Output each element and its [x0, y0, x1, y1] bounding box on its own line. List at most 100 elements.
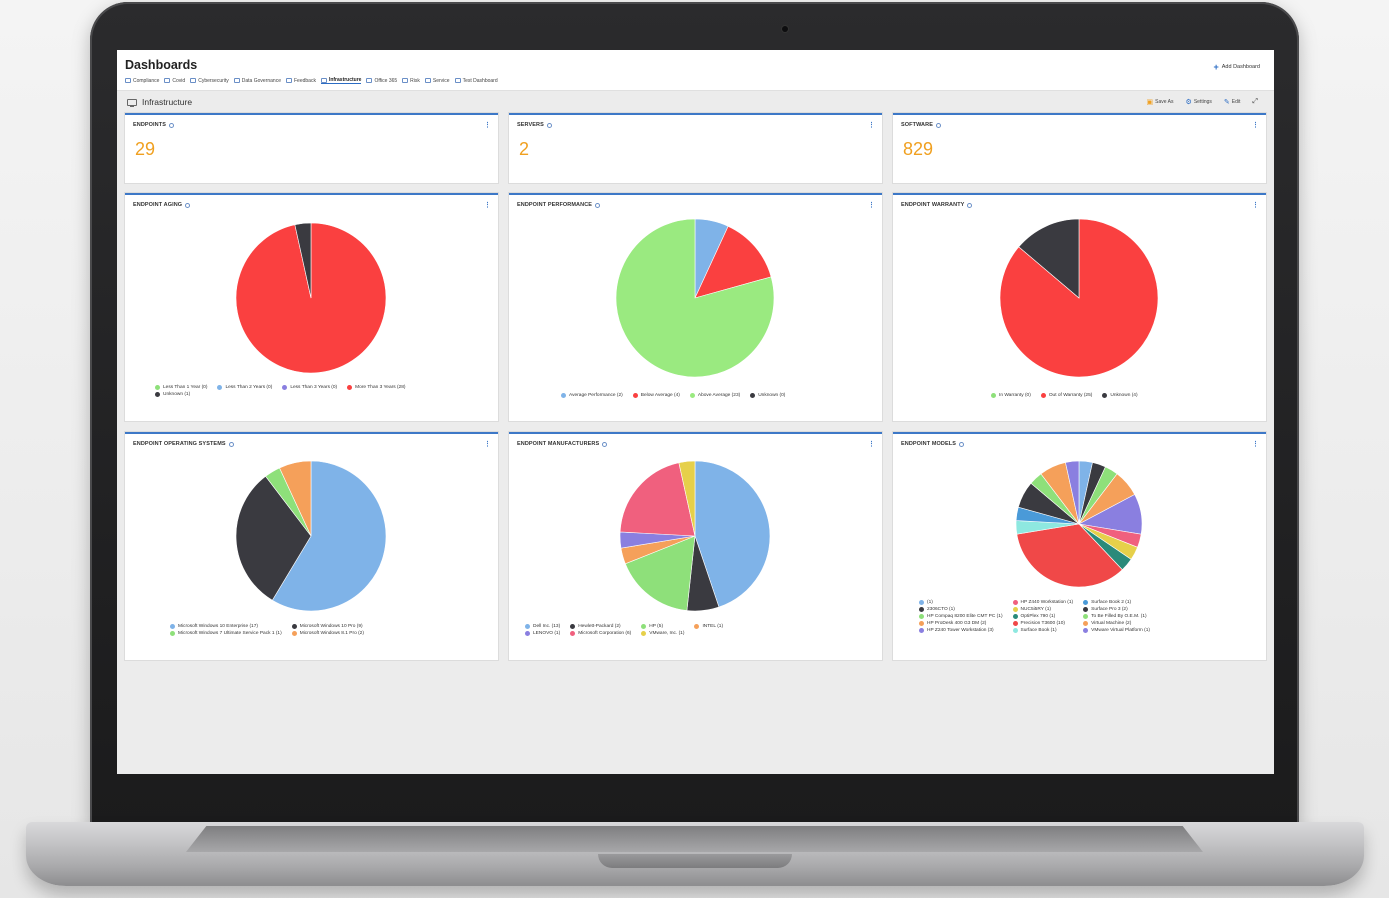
- save-as-button[interactable]: ▣ Save As: [1147, 98, 1174, 106]
- chart-card-endpoint-manufacturers: ENDPOINT MANUFACTURERS ⋮ Dell Inc. (13) Hew…: [509, 432, 882, 660]
- gear-icon: ⚙: [1185, 99, 1192, 106]
- legend-item[interactable]: Less Than 2 Years (0): [217, 385, 272, 390]
- legend-item[interactable]: OptiPlex 790 (1): [1012, 614, 1074, 619]
- legend-item[interactable]: To Be Filled By O.E.M. (1): [1083, 614, 1150, 619]
- legend-item[interactable]: Surface Pro 3 (2): [1083, 607, 1150, 612]
- tab-risk[interactable]: Risk: [402, 77, 420, 84]
- legend-item[interactable]: Microsoft Windows 10 Pro (9): [291, 624, 364, 629]
- legend-item[interactable]: Microsoft Corporation (6): [570, 631, 631, 636]
- legend-item[interactable]: Microsoft Windows 8.1 Pro (2): [291, 631, 364, 636]
- legend-item[interactable]: HP Z440 Workstation (1): [1012, 600, 1073, 605]
- tab-cybersecurity[interactable]: Cybersecurity: [190, 77, 229, 84]
- more-icon[interactable]: ⋮: [484, 441, 491, 448]
- tab-infrastructure[interactable]: Infrastructure: [320, 77, 362, 84]
- tab-service[interactable]: Service: [424, 77, 450, 84]
- legend-item[interactable]: Surface Book (1): [1012, 628, 1074, 633]
- tab-icon: [424, 78, 431, 83]
- legend-label: Less Than 1 Year (0): [163, 385, 208, 390]
- more-icon[interactable]: ⋮: [1252, 441, 1259, 448]
- legend-item[interactable]: (1): [919, 600, 1003, 605]
- more-icon[interactable]: ⋮: [868, 441, 875, 448]
- more-icon[interactable]: ⋮: [484, 202, 491, 209]
- legend-item[interactable]: Microsoft Windows 10 Enterprise (17): [170, 624, 282, 629]
- legend-swatch: [1012, 607, 1018, 612]
- chart-legend: Less Than 1 Year (0) Less Than 2 Years (0…: [155, 385, 405, 397]
- legend-item[interactable]: Dell Inc. (13): [525, 624, 560, 629]
- more-icon[interactable]: ⋮: [868, 202, 875, 209]
- settings-button[interactable]: ⚙ Settings: [1186, 98, 1212, 106]
- tab-data-governance[interactable]: Data Governance: [233, 77, 281, 84]
- tab-compliance[interactable]: Compliance: [125, 77, 159, 84]
- pie-slice[interactable]: [279, 460, 312, 537]
- legend-swatch: [641, 631, 647, 636]
- legend-item[interactable]: VMware Virtual Platform (1): [1083, 628, 1150, 633]
- pie-slice[interactable]: [624, 535, 696, 611]
- legend-swatch: [919, 628, 924, 633]
- pie-slice[interactable]: [1016, 523, 1123, 588]
- tab-label: Cybersecurity: [198, 77, 229, 84]
- page-title: Infrastructure: [127, 97, 192, 107]
- tab-feedback[interactable]: Feedback: [285, 77, 316, 84]
- expand-button[interactable]: ⤢: [1252, 98, 1258, 106]
- legend-item[interactable]: Less Than 3 Years (0): [282, 385, 337, 390]
- legend-item[interactable]: INTEL (1): [694, 624, 723, 629]
- legend-item[interactable]: LENOVO (1): [525, 631, 560, 636]
- add-dashboard-button[interactable]: + Add Dashboard: [1214, 62, 1261, 72]
- legend-item[interactable]: 2306CTO (1): [919, 607, 1003, 612]
- legend-item[interactable]: Precision T3600 (10): [1012, 621, 1074, 626]
- tab-label: Office 365: [374, 77, 398, 84]
- legend-swatch: [291, 631, 297, 636]
- legend-item[interactable]: Microsoft Windows 7 Ultimate Service Pac…: [170, 631, 282, 636]
- tab-label: Risk: [410, 77, 420, 84]
- expand-icon: ⤢: [1252, 98, 1258, 105]
- pie-slice[interactable]: [1065, 460, 1080, 525]
- more-icon[interactable]: ⋮: [868, 122, 875, 129]
- info-icon: [602, 441, 608, 447]
- legend-label: LENOVO (1): [533, 631, 561, 636]
- edit-button[interactable]: ✎ Edit: [1224, 98, 1241, 106]
- legend-item[interactable]: Average Performance (2): [561, 393, 623, 398]
- pencil-icon: ✎: [1223, 99, 1230, 106]
- legend-label: Unknown (0): [758, 393, 786, 398]
- legend-item[interactable]: In Warranty (0): [991, 393, 1031, 398]
- pie-chart: [619, 460, 771, 612]
- legend-label: To Be Filled By O.E.M. (1): [1091, 614, 1147, 619]
- legend-item[interactable]: Surface Book 2 (1): [1083, 600, 1150, 605]
- legend-item[interactable]: Unknown (4): [1102, 393, 1138, 398]
- pie-slice[interactable]: [678, 460, 696, 537]
- pie-slice[interactable]: [1018, 218, 1080, 299]
- info-icon: [169, 122, 174, 128]
- metric-value: 829: [903, 139, 934, 159]
- chart-card-endpoint-operating-systems: ENDPOINT OPERATING SYSTEMS ⋮ Microsoft Win…: [125, 432, 498, 660]
- legend-item[interactable]: More Than 3 Years (28): [347, 385, 405, 390]
- legend-item[interactable]: Unknown (0): [750, 393, 785, 398]
- legend-item[interactable]: Virtual Machine (2): [1083, 621, 1150, 626]
- legend-item[interactable]: HP (5): [641, 624, 684, 629]
- more-icon[interactable]: ⋮: [1252, 202, 1259, 209]
- tab-office-365[interactable]: Office 365: [366, 77, 397, 84]
- legend-item[interactable]: Above Average (23): [689, 393, 740, 398]
- more-icon[interactable]: ⋮: [1252, 122, 1259, 129]
- pie-slice[interactable]: [615, 218, 775, 378]
- tab-covid[interactable]: Covid: [164, 77, 185, 84]
- legend-item[interactable]: HP ProDesk 400 G3 DM (2): [919, 621, 1003, 626]
- pie-slice[interactable]: [694, 460, 771, 608]
- pie-slice[interactable]: [294, 222, 312, 299]
- more-icon[interactable]: ⋮: [484, 122, 491, 129]
- legend-item[interactable]: HP Z240 Tower Workstation (3): [919, 628, 1003, 633]
- legend-item[interactable]: Hewlett-Packard (2): [570, 624, 631, 629]
- legend-item[interactable]: VMware, Inc. (1): [641, 631, 684, 636]
- info-icon: [935, 122, 941, 128]
- pie-slice[interactable]: [694, 225, 772, 299]
- legend-item[interactable]: NUC5i5RY (1): [1012, 607, 1074, 612]
- legend-item[interactable]: Out of Warranty (25): [1040, 393, 1092, 398]
- pie-slice[interactable]: [235, 475, 312, 601]
- legend-item[interactable]: Below Average (4): [632, 393, 680, 398]
- legend-item[interactable]: HP Compaq 8200 Elite CMT PC (1): [919, 614, 1003, 619]
- pie-slice[interactable]: [271, 460, 387, 612]
- legend-item[interactable]: Less Than 1 Year (0): [155, 385, 207, 390]
- pie-slice[interactable]: [619, 462, 696, 537]
- legend-item[interactable]: Unknown (1): [155, 392, 207, 397]
- tab-test-dashboard[interactable]: Test Dashboard: [454, 77, 498, 84]
- app-header: Dashboards + Add Dashboard Compliance Cov…: [117, 50, 1274, 91]
